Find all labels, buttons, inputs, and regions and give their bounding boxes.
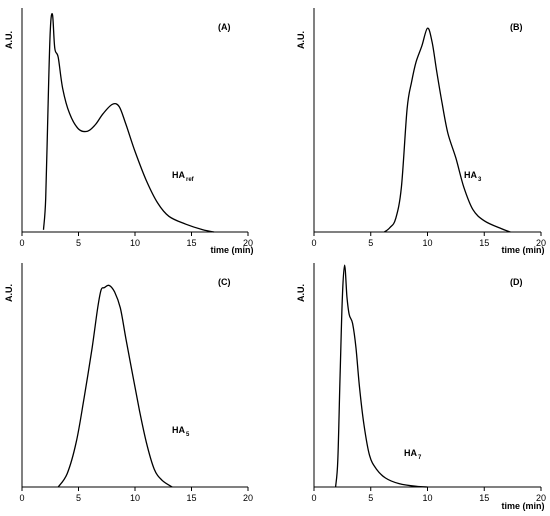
series-label-subscript: ref <box>186 177 195 183</box>
x-axis-label: time (min) <box>210 245 253 255</box>
panel-label: (B) <box>510 22 523 32</box>
panel-label: (C) <box>218 277 231 287</box>
x-tick-label: 20 <box>243 238 253 248</box>
x-tick-label: 5 <box>76 238 81 248</box>
series-line <box>42 13 215 233</box>
x-tick-label: 15 <box>186 493 196 503</box>
x-tick-label: 0 <box>19 238 24 248</box>
x-tick-label: 5 <box>368 493 373 503</box>
panel-d: 0 5 10 15 20 A.U. time (min) (D) HA7 <box>296 263 546 511</box>
series-line <box>57 284 173 488</box>
series-label: HA7 <box>404 448 422 461</box>
x-tick-label: 20 <box>536 493 546 503</box>
series-label-subscript: 5 <box>186 432 190 438</box>
series-label: HA3 <box>464 170 482 183</box>
panel-a: 0 5 10 15 20 A.U. time (min) (A) HAref <box>4 8 254 255</box>
series-line <box>384 27 511 233</box>
series-label-name: HA <box>172 425 185 435</box>
series-label-name: HA <box>172 170 185 180</box>
y-axis-label: A.U. <box>296 31 306 49</box>
series-label-name: HA <box>404 448 417 458</box>
x-tick-label: 15 <box>186 238 196 248</box>
panel-b: 0 5 10 15 20 A.U. time (min) (B) HA3 <box>296 8 546 255</box>
x-tick-label: 0 <box>311 238 316 248</box>
x-tick-label: 5 <box>76 493 81 503</box>
series-label-name: HA <box>464 170 477 180</box>
x-tick-label: 20 <box>243 493 253 503</box>
panel-label: (A) <box>218 22 231 32</box>
y-axis-label: A.U. <box>296 284 306 302</box>
x-tick-label: 0 <box>19 493 24 503</box>
series-line <box>334 264 428 488</box>
x-tick-label: 15 <box>479 238 489 248</box>
panel-c: 0 5 10 15 20A.U.(C)HA5 <box>4 263 253 503</box>
series-label-subscript: 7 <box>418 455 422 461</box>
x-tick-label: 10 <box>130 493 140 503</box>
x-axis-label: time (min) <box>501 501 544 511</box>
x-tick-label: 20 <box>536 238 546 248</box>
y-axis-label: A.U. <box>4 284 14 302</box>
x-tick-label: 15 <box>479 493 489 503</box>
x-tick-label: 5 <box>368 238 373 248</box>
x-axis-label: time (min) <box>501 245 544 255</box>
x-tick-label: 10 <box>422 238 432 248</box>
series-label: HAref <box>172 170 195 183</box>
x-tick-label: 10 <box>422 493 432 503</box>
x-tick-label: 10 <box>130 238 140 248</box>
y-axis-label: A.U. <box>4 31 14 49</box>
x-tick-label: 0 <box>311 493 316 503</box>
series-label: HA5 <box>172 425 190 438</box>
panel-label: (D) <box>510 277 523 287</box>
series-label-subscript: 3 <box>478 177 482 183</box>
